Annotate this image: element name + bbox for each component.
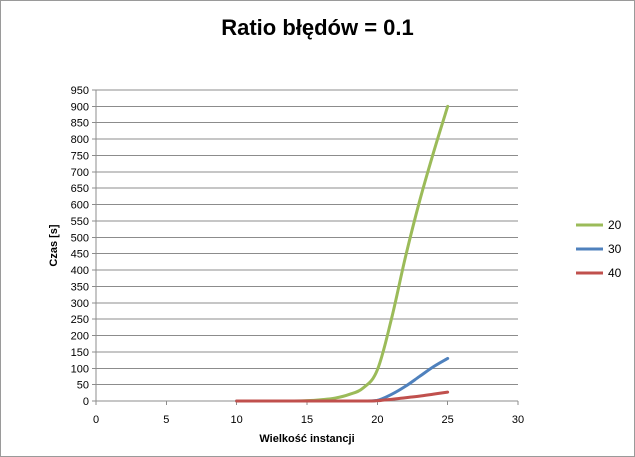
x-tick-label-15: 15 [301,414,313,426]
y-tick-label-0: 0 [83,396,89,408]
y-tick-label-400: 400 [71,265,89,277]
y-tick-label-700: 700 [71,167,89,179]
x-axis-title: Wielkość instancji [259,433,354,445]
chart-title: Ratio błędów = 0.1 [221,15,414,40]
y-tick-label-300: 300 [71,298,89,310]
x-tick-label-10: 10 [231,414,243,426]
y-tick-label-650: 650 [71,183,89,195]
y-tick-label-50: 50 [77,380,89,392]
y-tick-label-100: 100 [71,363,89,375]
y-tick-label-150: 150 [71,347,89,359]
x-tick-label-0: 0 [93,414,99,426]
y-tick-label-250: 250 [71,314,89,326]
y-tick-label-800: 800 [71,134,89,146]
y-tick-label-900: 900 [71,101,89,113]
legend-label-40: 40 [608,266,622,280]
x-tick-label-30: 30 [512,414,524,426]
legend-label-30: 30 [608,242,622,256]
y-tick-label-850: 850 [71,118,89,130]
x-tick-label-25: 25 [442,414,454,426]
y-tick-label-950: 950 [71,85,89,97]
y-tick-label-200: 200 [71,331,89,343]
y-axis-title: Czas [s] [48,224,60,267]
y-tick-label-750: 750 [71,150,89,162]
x-tick-label-20: 20 [371,414,383,426]
y-tick-label-500: 500 [71,232,89,244]
y-tick-label-600: 600 [71,200,89,212]
series-line-40 [235,390,450,403]
x-tick-label-5: 5 [163,414,169,426]
series-line-30 [235,356,450,403]
y-tick-label-550: 550 [71,216,89,228]
legend-label-20: 20 [608,218,622,232]
y-tick-label-350: 350 [71,281,89,293]
y-tick-label-450: 450 [71,249,89,261]
